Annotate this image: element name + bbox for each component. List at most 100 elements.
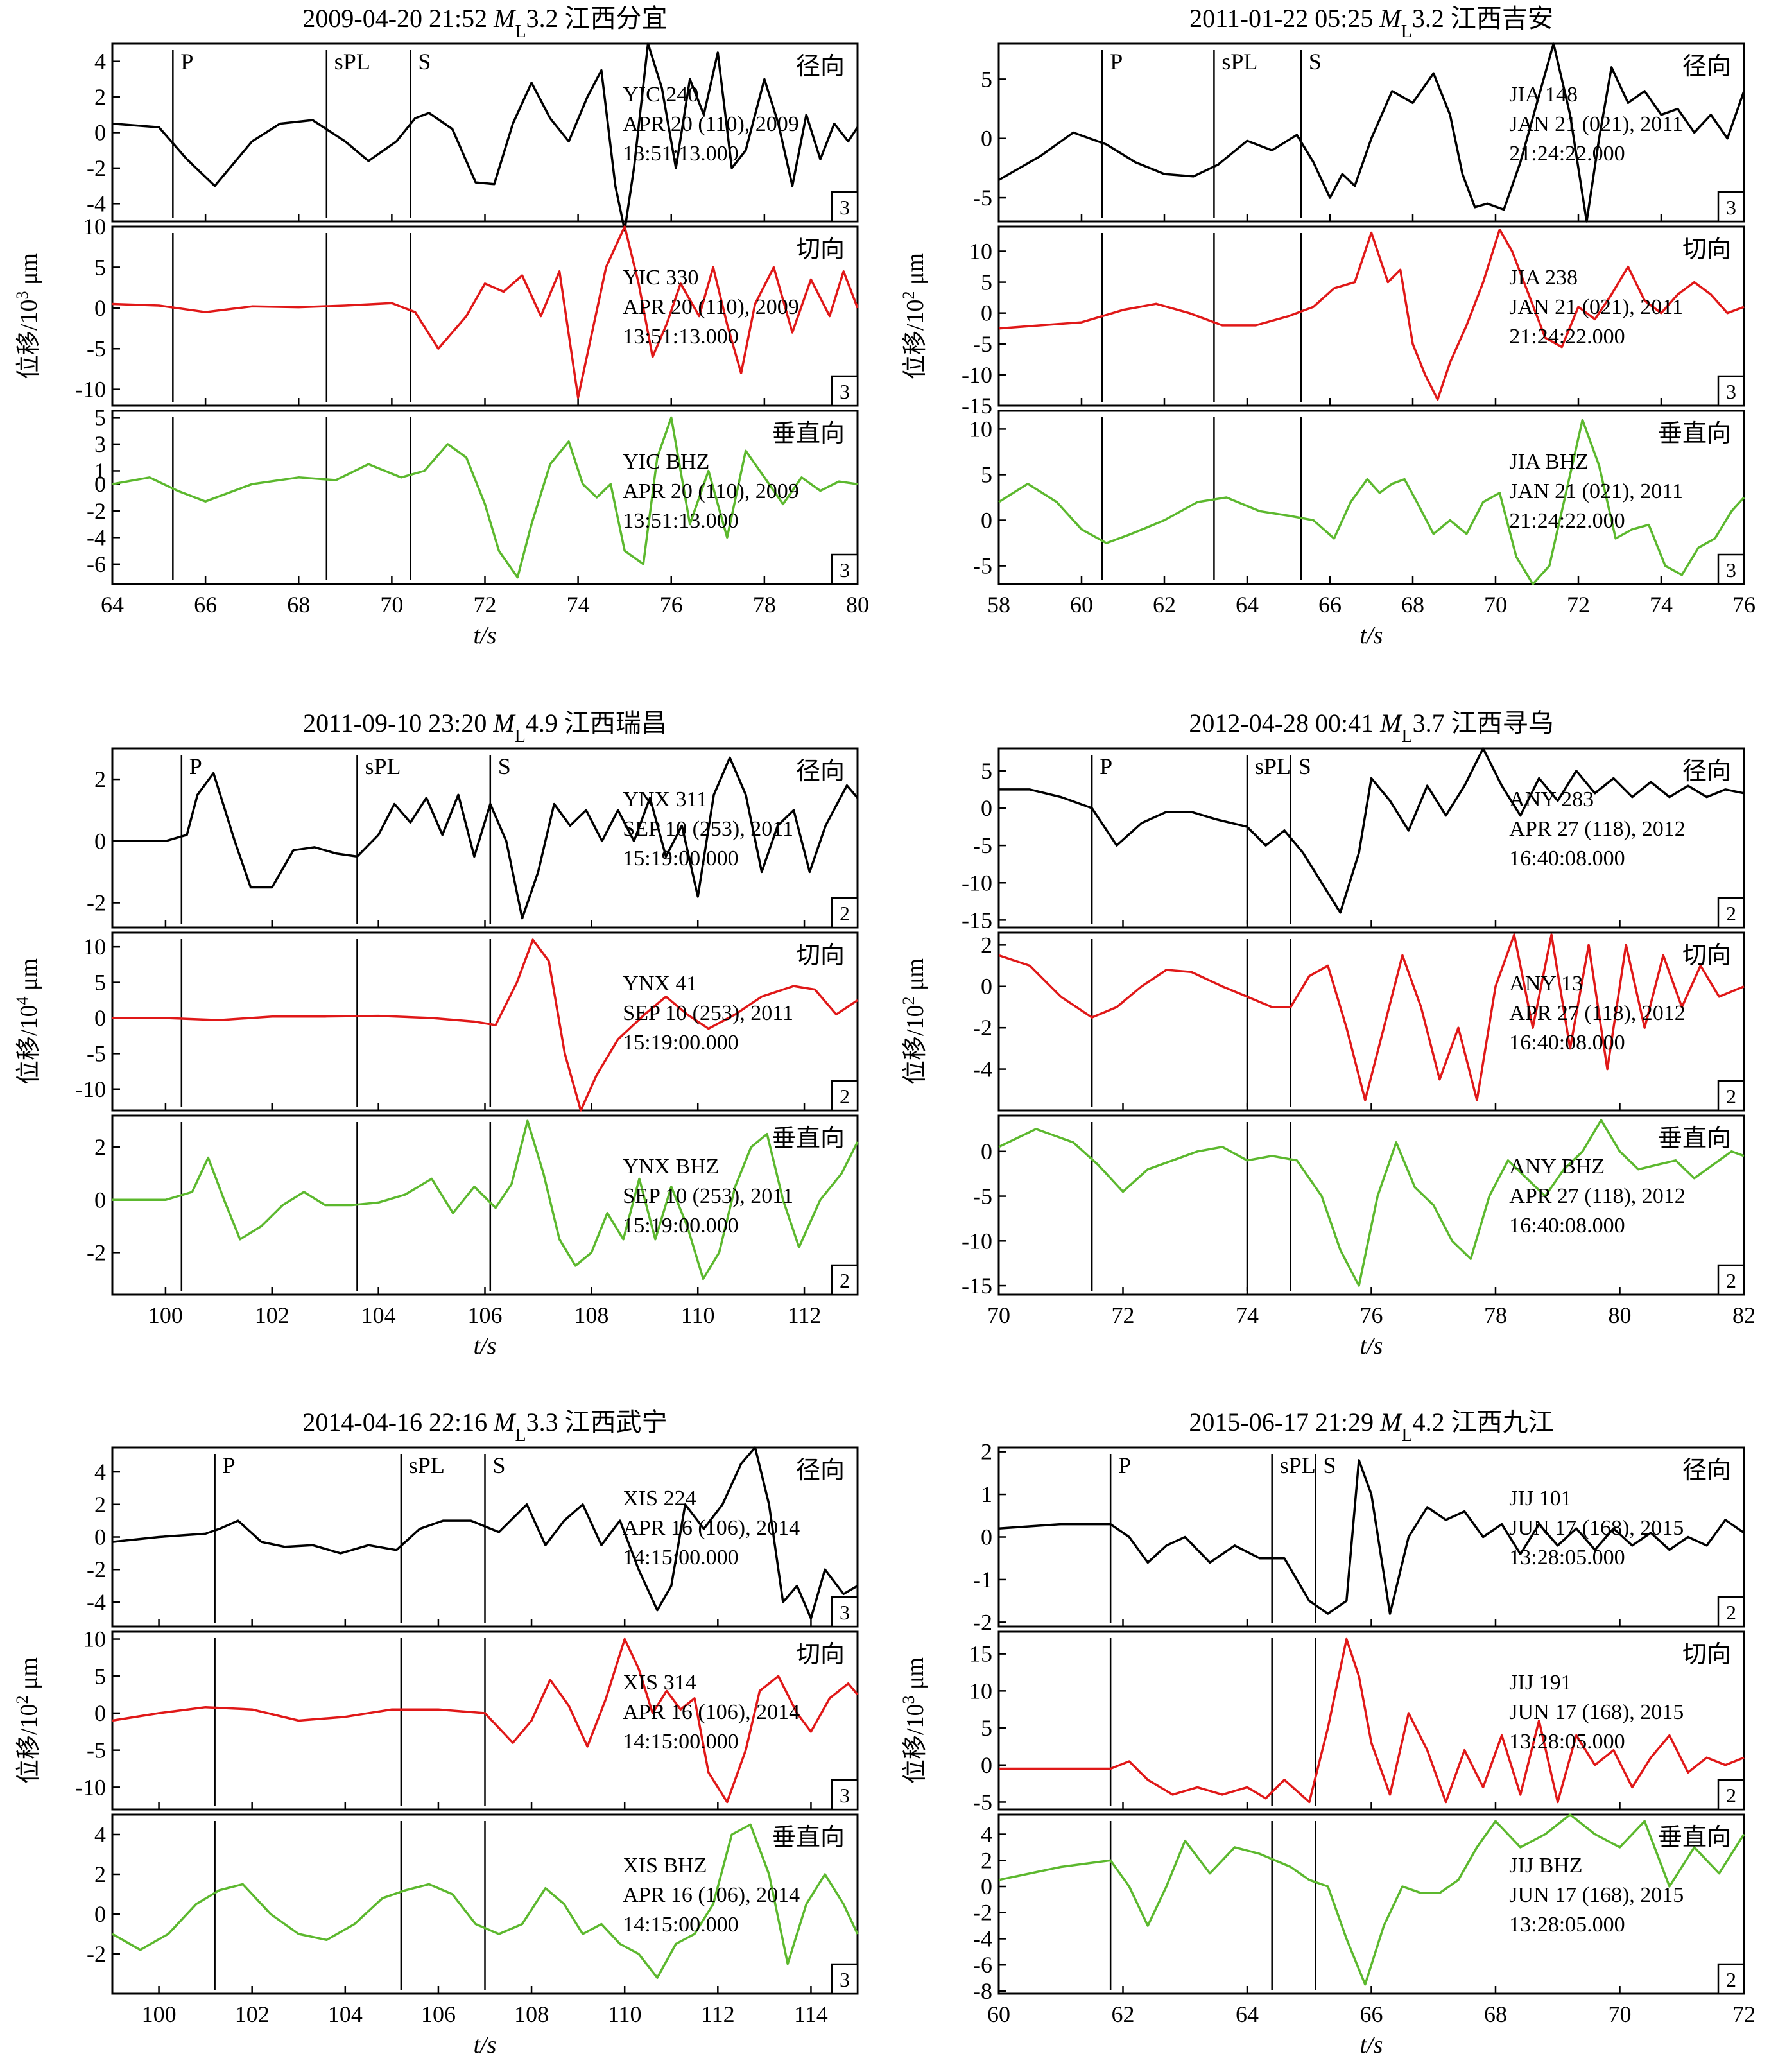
y-tick-label: 0 — [94, 1187, 106, 1213]
y-tick-label: 0 — [981, 1524, 992, 1550]
y-tick-label: -10 — [962, 870, 992, 895]
y-tick-label: -4 — [87, 191, 106, 216]
y-tick-label: 4 — [94, 1459, 106, 1485]
component-label: 垂直向 — [772, 1824, 845, 1851]
y-tick-label: -5 — [973, 331, 992, 357]
y-tick-label: 15 — [969, 1641, 992, 1667]
chart-title: 2014-04-16 22:16 ML3.3 江西武宁 — [302, 1408, 667, 1446]
y-tick-label: -10 — [75, 1774, 106, 1800]
y-tick-label: -2 — [87, 498, 106, 524]
component-label: 切向 — [796, 1641, 845, 1668]
x-tick-label: 72 — [474, 592, 497, 617]
y-tick-label: -2 — [973, 1609, 992, 1635]
scale-box — [1717, 553, 1745, 585]
component-label: 垂直向 — [772, 420, 845, 447]
y-tick-label: -5 — [87, 336, 106, 361]
station-info-line: JIA BHZ — [1509, 450, 1589, 474]
station-info-line: 15:19:00.000 — [623, 1214, 738, 1238]
y-tick-label: -6 — [87, 551, 106, 577]
y-axis-label: 位移/102 μm — [899, 958, 929, 1085]
x-tick-label: 72 — [1567, 592, 1590, 617]
y-tick-label: -2 — [87, 1941, 106, 1967]
scale-box — [831, 553, 859, 585]
waveform-trace — [998, 42, 1745, 223]
component-label: 径向 — [1682, 53, 1731, 80]
waveform-trace — [112, 225, 859, 399]
scale-box-number: 2 — [1726, 1269, 1736, 1292]
station-info-line: JAN 21 (021), 2011 — [1509, 479, 1683, 503]
phase-label-S: S — [1299, 754, 1311, 779]
component-label: 径向 — [796, 53, 845, 80]
x-tick-label: 66 — [1318, 592, 1342, 617]
scale-box-number: 3 — [840, 1784, 850, 1807]
station-info-line: YIC 330 — [623, 266, 698, 289]
y-tick-label: -2 — [973, 1900, 992, 1926]
station-info-line: 14:15:00.000 — [623, 1546, 738, 1569]
subplot-3: -2 0 2 垂直向 YNX BHZ SEP 10 (253), 2011 15:19:00… — [87, 1114, 859, 1296]
station-info-line: 13:28:05.000 — [1509, 1730, 1625, 1754]
chart-title: 2012-04-28 00:41 ML3.7 江西寻乌 — [1189, 709, 1553, 747]
x-tick-label: 62 — [1153, 592, 1176, 617]
station-info-line: APR 16 (106), 2014 — [623, 1883, 800, 1907]
y-tick-label: -4 — [87, 524, 106, 550]
station-info-line: JUN 17 (168), 2015 — [1509, 1883, 1684, 1907]
y-tick-label: -15 — [962, 1273, 992, 1299]
x-tick-label: 74 — [1236, 1302, 1259, 1328]
waveform-trace — [998, 419, 1745, 585]
scale-box-number: 3 — [1726, 380, 1736, 403]
station-info-line: JUN 17 (168), 2015 — [1509, 1700, 1684, 1724]
y-tick-label: -2 — [973, 1015, 992, 1040]
y-tick-label: 0 — [94, 1524, 106, 1550]
waveform-trace — [998, 1459, 1745, 1615]
subplot-1: -2 -1 0 1 2 P sPL S 径向 JIJ 101 JUN 17 (168), 2015 1… — [973, 1439, 1745, 1635]
scale-box — [1717, 1264, 1745, 1296]
scale-box — [831, 191, 859, 223]
station-info-line: 15:19:00.000 — [623, 847, 738, 870]
y-tick-label: 2 — [981, 1847, 992, 1873]
chart-panel-6: 2015-06-17 21:29 ML4.2 江西九江 -2 -1 0 1 2 P sPL S 径… — [899, 1408, 1756, 2059]
y-tick-label: 10 — [969, 416, 992, 442]
station-info-line: APR 16 (106), 2014 — [623, 1516, 800, 1540]
component-label: 径向 — [796, 1457, 845, 1484]
y-tick-label: 0 — [981, 126, 992, 151]
station-info-line: 21:24:22.000 — [1509, 509, 1625, 533]
y-tick-label: 10 — [83, 1627, 106, 1652]
station-info-line: JAN 21 (021), 2011 — [1509, 295, 1683, 319]
subplot-2: -10 -5 0 5 10 切向 XIS 314 APR 16 (106), 2014 14:1… — [75, 1627, 859, 1811]
y-tick-label: -4 — [973, 1057, 992, 1082]
chart-title: 2011-09-10 23:20 ML4.9 江西瑞昌 — [303, 709, 667, 747]
station-info-line: 16:40:08.000 — [1509, 847, 1625, 870]
subplot-3: -2 0 2 4 垂直向 XIS BHZ APR 16 (106), 2014 14:15:0… — [87, 1813, 859, 1995]
scale-box — [1717, 1080, 1745, 1112]
y-tick-label: 4 — [94, 49, 106, 74]
y-tick-label: 5 — [981, 758, 992, 784]
x-tick-label: 68 — [1401, 592, 1424, 617]
x-tick-label: 108 — [514, 2001, 549, 2027]
y-tick-label: -4 — [87, 1589, 106, 1615]
waveform-trace — [112, 756, 859, 920]
scale-box-number: 2 — [840, 1269, 850, 1292]
waveform-trace — [112, 1637, 859, 1804]
y-tick-label: -5 — [973, 833, 992, 858]
station-info-line: ANY 13 — [1509, 972, 1583, 996]
y-tick-label: 10 — [83, 214, 106, 239]
y-tick-label: -10 — [962, 1228, 992, 1254]
waveform-trace — [999, 1637, 1745, 1804]
x-axis-label: t/s — [474, 622, 497, 649]
y-tick-label: -15 — [962, 907, 992, 933]
component-label: 切向 — [796, 942, 845, 969]
x-tick-label: 72 — [1732, 2001, 1756, 2027]
station-info-line: ANY BHZ — [1509, 1155, 1605, 1178]
scale-box — [831, 1596, 859, 1628]
x-tick-label: 104 — [361, 1302, 396, 1328]
component-label: 垂直向 — [1658, 1125, 1731, 1152]
waveform-trace — [999, 747, 1745, 914]
y-tick-label: 4 — [981, 1822, 992, 1847]
component-label: 切向 — [796, 236, 845, 263]
subplot-frame — [997, 42, 1745, 223]
scale-box — [831, 1080, 859, 1112]
y-tick-label: 2 — [94, 1134, 106, 1160]
x-tick-label: 100 — [142, 2001, 177, 2027]
